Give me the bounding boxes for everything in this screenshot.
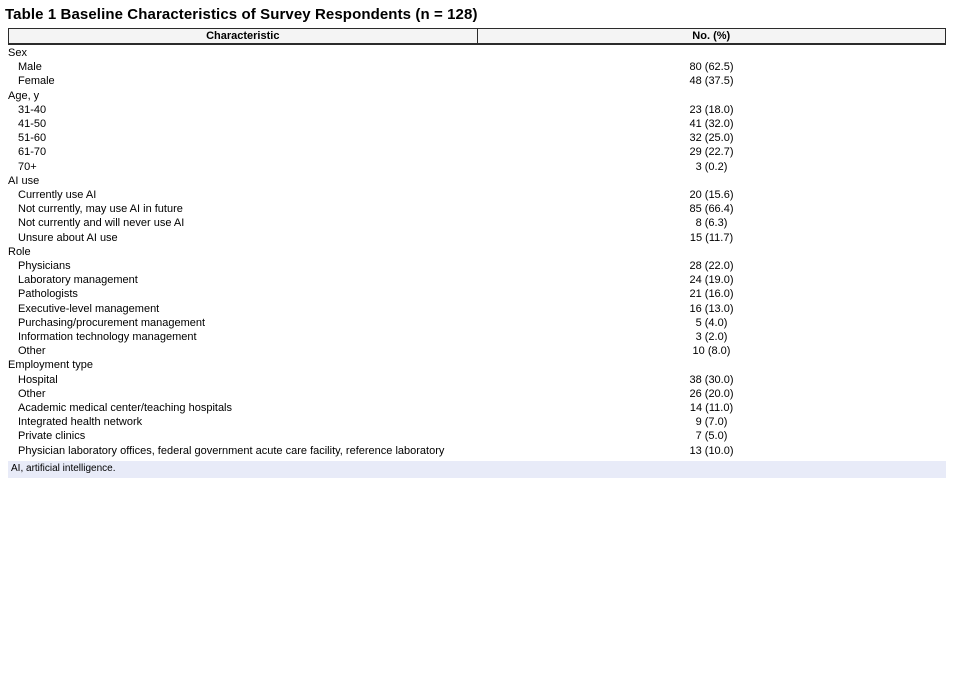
section-label: Employment type bbox=[8, 359, 93, 372]
table-row: Pathologists 21 (16.0) bbox=[8, 287, 946, 301]
table-row: Physicians 28 (22.0) bbox=[8, 259, 946, 273]
column-header-no-percent: No. (%) bbox=[692, 30, 731, 42]
section-row: Employment type bbox=[8, 358, 946, 372]
characteristic-cell: Other bbox=[18, 345, 46, 358]
section-label: Sex bbox=[8, 47, 27, 59]
characteristic-cell: Hospital bbox=[18, 373, 58, 386]
table-row: 61-70 29 (22.7) bbox=[8, 145, 946, 159]
characteristic-cell: 51-60 bbox=[18, 132, 47, 145]
section-label: AI use bbox=[8, 174, 40, 187]
characteristic-cell: Male bbox=[18, 61, 42, 74]
characteristic-cell: 61-70 bbox=[18, 146, 47, 159]
table-row: Unsure about AI use 15 (11.7) bbox=[8, 231, 946, 245]
no-percent-cell: 29 (22.7) bbox=[689, 146, 734, 159]
no-percent-cell: 3 (0.2) bbox=[695, 160, 728, 173]
table-row: Information technology management 3 (2.0) bbox=[8, 330, 946, 344]
no-percent-cell: 5 (4.0) bbox=[695, 316, 728, 329]
table-row: Male 80 (62.5) bbox=[8, 60, 946, 74]
characteristic-cell: Physicians bbox=[18, 260, 71, 273]
table-row: Not currently, may use AI in future 85 (6… bbox=[8, 202, 946, 216]
table-row: Laboratory management 24 (19.0) bbox=[8, 273, 946, 287]
table-row: Hospital 38 (30.0) bbox=[8, 373, 946, 387]
table-row: 31-40 23 (18.0) bbox=[8, 103, 946, 117]
table-body: Sex Male 80 (62.5) Female 48 (37.5) Age, y 31-… bbox=[8, 45, 946, 458]
characteristic-cell: Other bbox=[18, 387, 46, 400]
characteristic-cell: Currently use AI bbox=[18, 189, 97, 202]
no-percent-cell: 15 (11.7) bbox=[689, 231, 734, 244]
no-percent-cell: 7 (5.0) bbox=[695, 430, 728, 443]
no-percent-cell: 32 (25.0) bbox=[689, 132, 734, 145]
baseline-characteristics-table: Characteristic No. (%) Sex Male 80 (62.5) F… bbox=[8, 28, 946, 478]
characteristic-cell: Pathologists bbox=[18, 288, 78, 301]
no-percent-cell: 85 (66.4) bbox=[689, 203, 734, 216]
table-row: 51-60 32 (25.0) bbox=[8, 131, 946, 145]
table-row: Currently use AI 20 (15.6) bbox=[8, 188, 946, 202]
no-percent-cell: 14 (11.0) bbox=[689, 402, 734, 415]
characteristic-cell: Integrated health network bbox=[18, 416, 143, 429]
characteristic-cell: Laboratory management bbox=[18, 274, 138, 287]
no-percent-cell: 26 (20.0) bbox=[689, 387, 734, 400]
no-percent-cell: 20 (15.6) bbox=[689, 189, 734, 202]
no-percent-cell: 16 (13.0) bbox=[689, 302, 734, 315]
no-percent-cell: 10 (8.0) bbox=[692, 345, 731, 358]
characteristic-cell: Not currently and will never use AI bbox=[18, 217, 185, 230]
characteristic-cell: Female bbox=[18, 75, 55, 88]
no-percent-cell: 41 (32.0) bbox=[689, 118, 734, 131]
characteristic-cell: Information technology management bbox=[18, 331, 197, 344]
table-row: Academic medical center/teaching hospita… bbox=[8, 401, 946, 415]
no-percent-cell: 48 (37.5) bbox=[689, 75, 734, 88]
table-row: Other 10 (8.0) bbox=[8, 344, 946, 358]
no-percent-cell: 80 (62.5) bbox=[689, 61, 734, 74]
no-percent-cell: 23 (18.0) bbox=[689, 103, 734, 116]
table-row: Female 48 (37.5) bbox=[8, 74, 946, 88]
table-row: Other 26 (20.0) bbox=[8, 387, 946, 401]
characteristic-cell: 70+ bbox=[18, 160, 37, 173]
characteristic-cell: Executive-level management bbox=[18, 302, 160, 315]
no-percent-cell: 28 (22.0) bbox=[689, 260, 734, 273]
table-row: Physician laboratory offices, federal go… bbox=[8, 444, 946, 458]
table-header-row: Characteristic No. (%) bbox=[8, 28, 946, 45]
table-footnote: AI, artificial intelligence. bbox=[8, 460, 946, 478]
table-row: 70+ 3 (0.2) bbox=[8, 160, 946, 174]
characteristic-cell: Academic medical center/teaching hospita… bbox=[18, 402, 233, 415]
no-percent-cell: 38 (30.0) bbox=[689, 373, 734, 386]
no-percent-cell: 13 (10.0) bbox=[689, 444, 734, 457]
column-header-characteristic: Characteristic bbox=[9, 29, 478, 43]
table-row: 41-50 41 (32.0) bbox=[8, 117, 946, 131]
characteristic-cell: Purchasing/procurement management bbox=[18, 316, 206, 329]
table-row: Purchasing/procurement management 5 (4.0) bbox=[8, 316, 946, 330]
characteristic-cell: 41-50 bbox=[18, 118, 47, 131]
section-row: Sex bbox=[8, 46, 946, 60]
table-row: Integrated health network 9 (7.0) bbox=[8, 415, 946, 429]
section-row: AI use bbox=[8, 174, 946, 188]
table-title: Table 1 Baseline Characteristics of Surv… bbox=[5, 6, 478, 23]
section-row: Age, y bbox=[8, 89, 946, 103]
characteristic-cell: Unsure about AI use bbox=[18, 231, 118, 244]
characteristic-cell: Not currently, may use AI in future bbox=[18, 203, 183, 216]
table-row: Not currently and will never use AI 8 (6.… bbox=[8, 216, 946, 230]
section-row: Role bbox=[8, 245, 946, 259]
no-percent-cell: 8 (6.3) bbox=[695, 217, 728, 230]
characteristic-cell: Physician laboratory offices, federal go… bbox=[18, 444, 445, 457]
no-percent-cell: 3 (2.0) bbox=[695, 331, 728, 344]
section-label: Role bbox=[8, 245, 31, 258]
table-row: Executive-level management 16 (13.0) bbox=[8, 302, 946, 316]
table-row: Private clinics 7 (5.0) bbox=[8, 429, 946, 443]
section-label: Age, y bbox=[8, 89, 40, 102]
no-percent-cell: 9 (7.0) bbox=[695, 416, 728, 429]
characteristic-cell: 31-40 bbox=[18, 103, 47, 116]
characteristic-cell: Private clinics bbox=[18, 430, 86, 443]
no-percent-cell: 21 (16.0) bbox=[689, 288, 734, 301]
no-percent-cell: 24 (19.0) bbox=[689, 274, 734, 287]
